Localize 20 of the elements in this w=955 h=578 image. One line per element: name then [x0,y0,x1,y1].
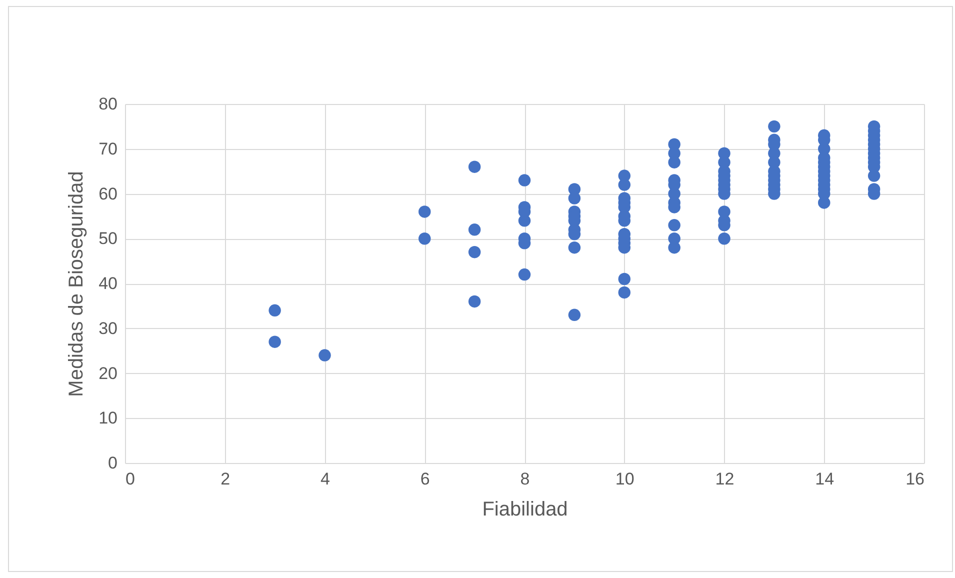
y-tick-label: 60 [98,184,118,204]
y-tick-label: 20 [98,364,118,383]
x-tick-label: 16 [906,470,924,488]
x-tick-label: 6 [420,470,430,488]
x-tick-label: 4 [320,470,330,488]
y-tick-label: 70 [98,139,118,158]
y-tick-label: 80 [98,94,118,114]
x-tick-label: 0 [126,470,135,488]
y-tick-label: 50 [98,229,118,248]
x-tick-label: 8 [520,470,530,488]
x-tick-label: 14 [815,470,834,488]
y-tick-label: 40 [98,274,118,293]
y-axis-title: Medidas de Bioseguridad [66,171,88,397]
y-tick-label: 0 [108,454,118,472]
x-tick-label: 2 [220,470,230,488]
y-tick-label: 30 [98,318,118,338]
x-tick-label: 10 [615,470,634,488]
x-tick-label: 12 [715,470,734,488]
y-tick-label: 10 [98,408,118,428]
x-axis-title: Fiabilidad [482,498,568,520]
